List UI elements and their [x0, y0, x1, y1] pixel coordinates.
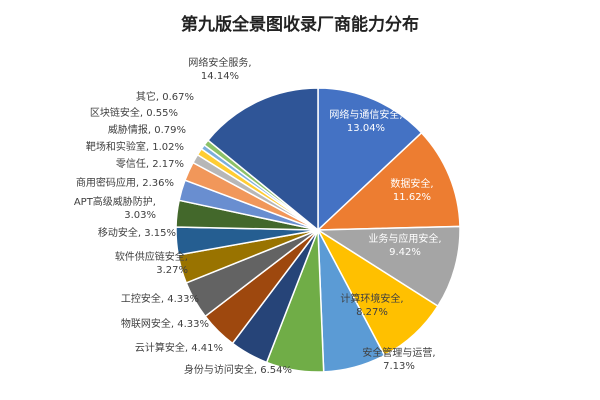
slice-label: 商用密码应用, 2.36% [76, 176, 174, 189]
slice-label: 区块链安全, 0.55% [90, 106, 178, 119]
slice-label: 网络与通信安全, 13.04% [329, 108, 402, 134]
chart-title: 第九版全景图收录厂商能力分布 [181, 15, 419, 35]
slice-label: 威胁情报, 0.79% [108, 123, 186, 136]
slice-label: 计算环境安全, 8.27% [340, 292, 403, 318]
slice-label: 身份与访问安全, 6.54% [184, 363, 292, 376]
pie-slice [206, 87, 319, 232]
pie-labels: 网络与通信安全, 13.04% 数据安全, 11.62% 业务与应用安全, 9.42% 计算… [74, 56, 442, 376]
slice-label: 网络安全服务, 14.14% [188, 56, 251, 82]
pie-slice [315, 225, 461, 308]
slice-label: 业务与应用安全, 9.42% [368, 232, 441, 258]
slice-label: 软件供应链安全, 3.27% [115, 250, 188, 276]
pie-slice [316, 131, 461, 231]
slice-label: 物联网安全, 4.33% [121, 317, 209, 330]
slice-label: 其它, 0.67% [136, 90, 194, 103]
slice-label: APT高级威胁防护, 3.03% [74, 195, 156, 221]
slice-label: 零信任, 2.17% [116, 157, 184, 170]
pie-slice [317, 87, 423, 232]
slice-label: 靶场和实验室, 1.02% [86, 140, 184, 153]
pie-slices [175, 87, 461, 373]
slice-label: 云计算安全, 4.41% [135, 341, 223, 354]
slice-label: 工控安全, 4.33% [121, 292, 199, 305]
slice-label: 移动安全, 3.15% [98, 226, 176, 239]
slice-label: 数据安全, 11.62% [390, 177, 433, 203]
slice-label: 安全管理与运营, 7.13% [362, 346, 435, 372]
